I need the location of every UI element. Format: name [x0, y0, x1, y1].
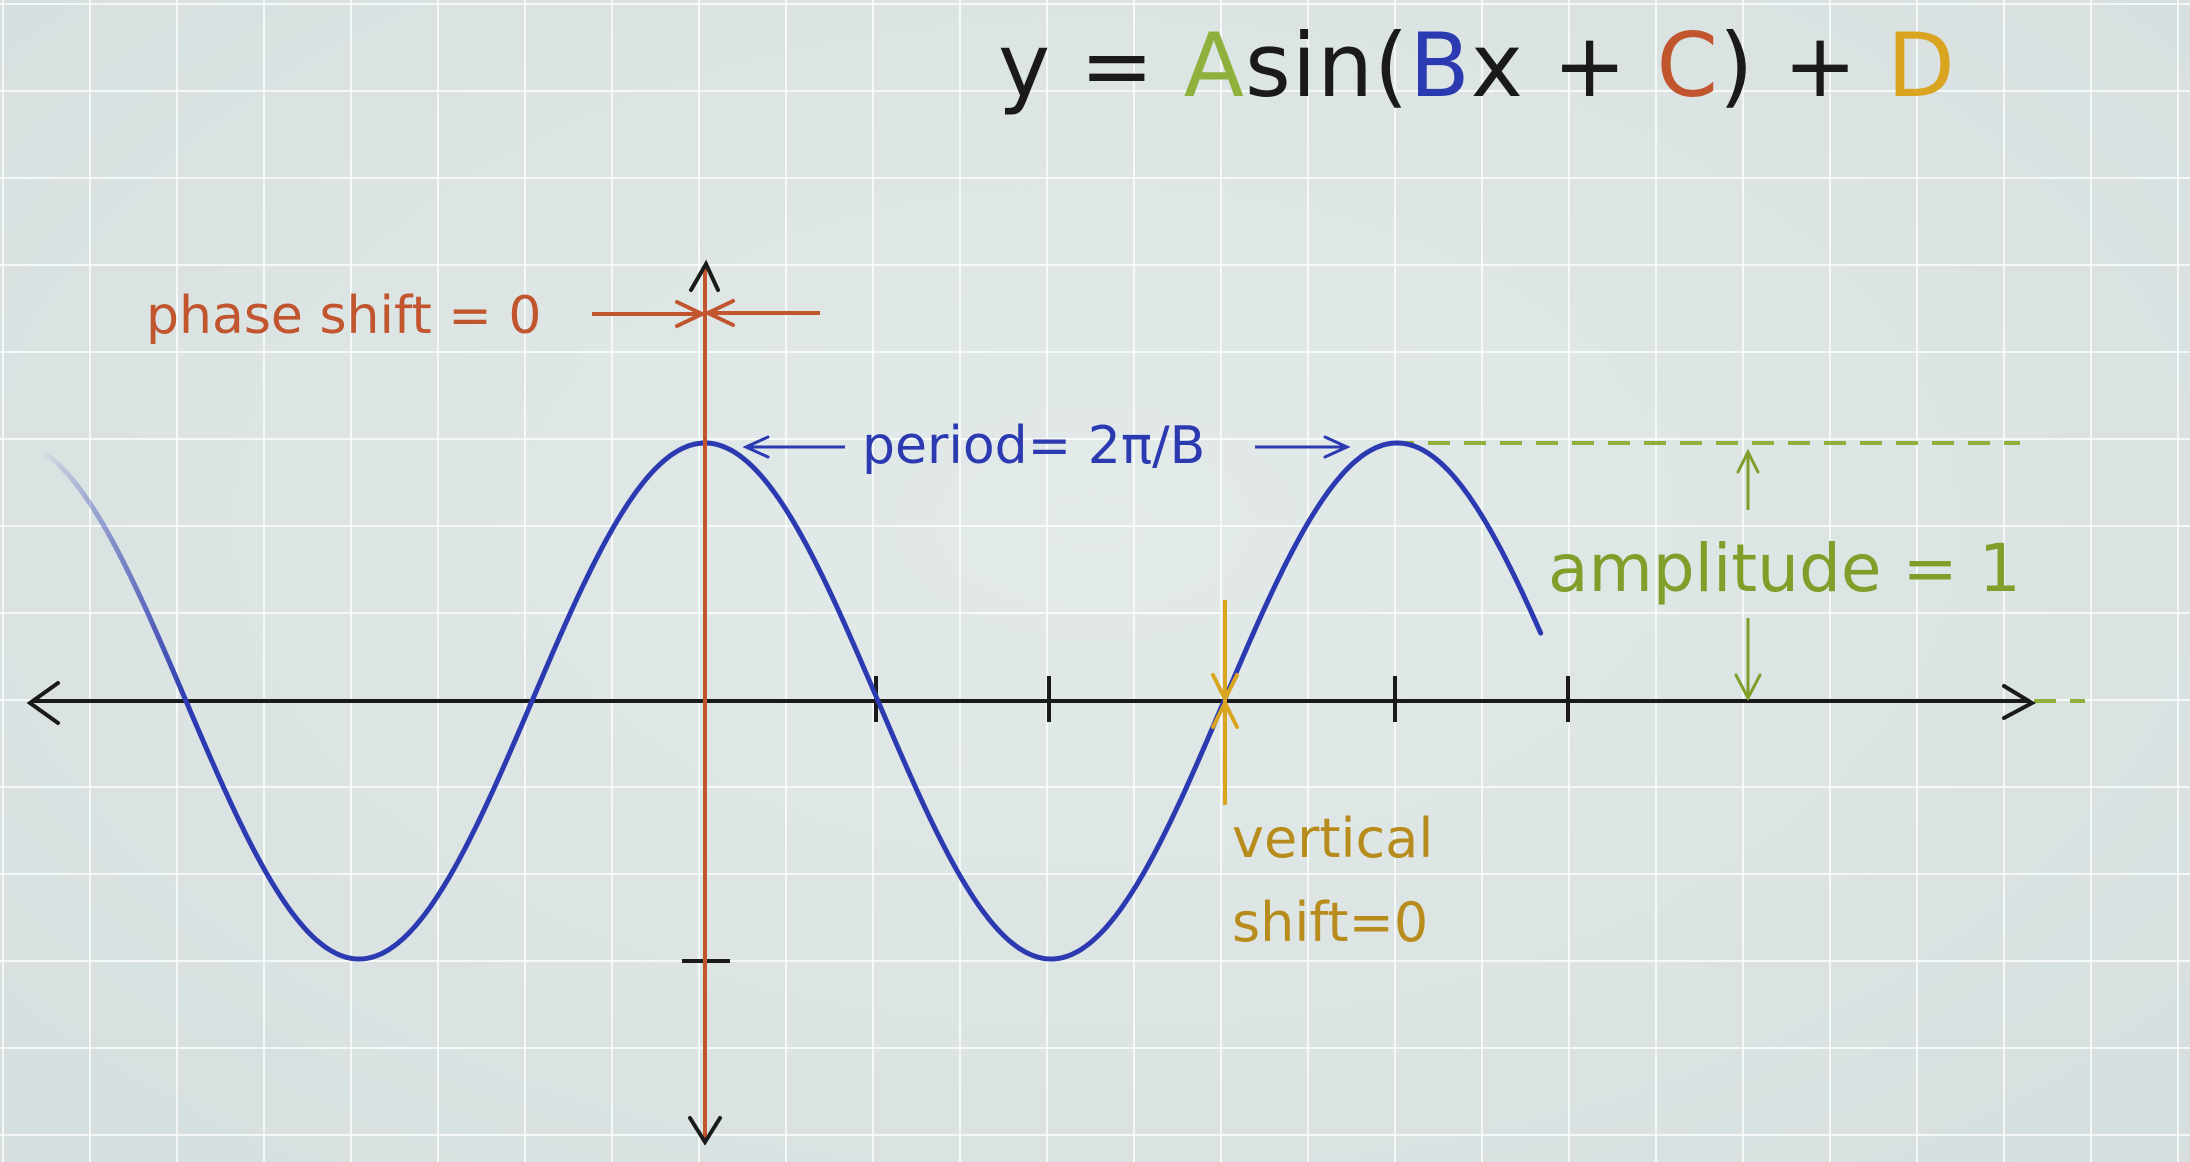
equation-title: y = Asin(Bx + C) + D [998, 22, 1956, 110]
equation-D: D [1886, 14, 1956, 117]
equation-equals: = [1051, 14, 1184, 117]
equation-x-plus: x + [1470, 14, 1657, 117]
amplitude-arrow-up-head [1736, 448, 1760, 474]
equation-close-plus: ) + [1718, 14, 1887, 117]
amplitude-label: amplitude = 1 [1548, 530, 2021, 607]
amplitude-arrow-down-head [1734, 673, 1762, 702]
period-arrow-left-head [742, 435, 770, 459]
x-axis-left-arrow [26, 681, 60, 725]
x-axis-right-arrow [2002, 684, 2037, 720]
vertical-shift-arrow-up [1211, 698, 1239, 729]
equation-B: B [1409, 14, 1471, 117]
equation-sin: sin( [1244, 14, 1410, 117]
vertical-shift-label-line2: shift=0 [1232, 891, 1429, 954]
sine-curve [38, 440, 1544, 962]
phase-shift-label: phase shift = 0 [146, 286, 542, 346]
period-label: period= 2π/B [862, 416, 1206, 476]
y-axis-top-arrow [689, 259, 720, 292]
phase-arrow-left-head [703, 299, 735, 327]
equation-y: y [998, 14, 1052, 117]
phase-arrow-right-head [675, 300, 707, 328]
y-axis-bottom-arrow [688, 1116, 722, 1146]
period-arrow-right-head [1323, 435, 1351, 459]
equation-C: C [1656, 14, 1719, 117]
vertical-shift-label-line1: vertical [1232, 807, 1434, 870]
equation-A: A [1183, 14, 1245, 117]
